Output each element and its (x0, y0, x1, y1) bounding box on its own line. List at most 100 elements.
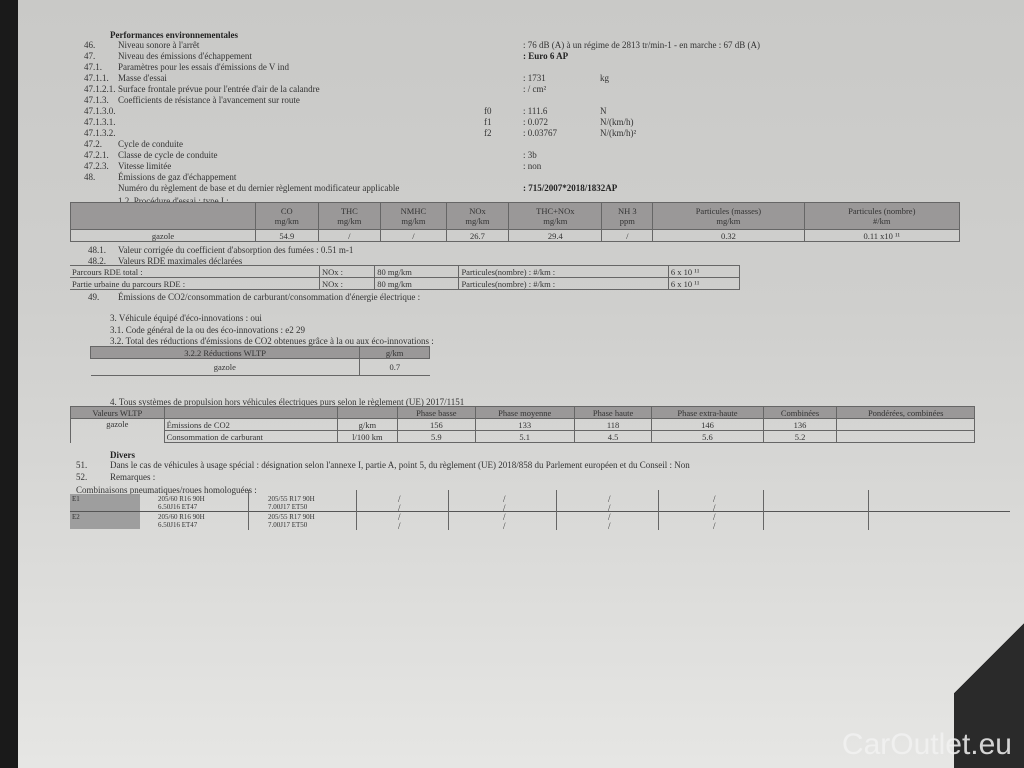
item-value: : Euro 6 AP (523, 51, 569, 61)
tyre-id: E2 (72, 513, 80, 521)
item-number: 47.1.3.0. (84, 106, 116, 116)
value-cell: 5.6 (651, 430, 764, 443)
empty-slash: / (608, 521, 611, 531)
empty-slash: / (503, 503, 506, 513)
item-number: 48.1. (88, 245, 106, 255)
value-cell: 54.9 (255, 229, 319, 242)
item-label: Émissions de CO2/consommation de carbura… (118, 292, 421, 302)
item-value: : 3b (523, 150, 537, 160)
watermark-logo: CarOutlet.eu (841, 728, 1012, 761)
rde-cell: Partie urbaine du parcours RDE : (70, 277, 320, 290)
header-cell: Combinées (762, 406, 838, 419)
table-header-row: Valeurs WLTP Phase basse Phase moyenne Phas… (70, 406, 975, 419)
value-cell: / (601, 229, 654, 242)
coef-name: f0 (484, 106, 492, 116)
row-unit: l/100 km (336, 430, 399, 443)
tyre-id-cell (70, 512, 140, 529)
value-cell (836, 430, 975, 443)
tyres-title: Combinaisons pneumatiques/roues homologu… (76, 485, 257, 495)
item-label: Paramètres pour les essais d'émissions d… (118, 62, 290, 72)
item-number: 47.2.3. (84, 161, 109, 171)
rim-b: 7.00J17 ET50 (268, 521, 308, 529)
item-number: 51. (76, 460, 88, 470)
fuel-cell: gazole (70, 418, 165, 443)
value-cell: 156 (397, 418, 476, 431)
header-blank (336, 406, 399, 419)
eco-line: 3.1. Code général de la ou des éco-innov… (110, 325, 305, 335)
table-row: Partie urbaine du parcours RDE : NOx :80 … (70, 277, 741, 290)
header-name: THC+NOx (536, 206, 575, 216)
row-unit: g/km (336, 418, 399, 431)
value-cell: 5.9 (397, 430, 476, 443)
item-value: : / cm² (523, 84, 547, 94)
item-number: 47.2. (84, 139, 102, 149)
value-cell: 29.4 (508, 229, 603, 242)
rde-cell: Parcours RDE total : (70, 265, 320, 278)
header-cell: Phase extra-haute (651, 406, 764, 419)
rim-a: 6.50J16 ET47 (158, 503, 198, 511)
rde-cell: Particules(nombre) : #/km : (458, 265, 669, 278)
value-cell: / (380, 229, 447, 242)
header-name: Particules (masses) (695, 206, 762, 216)
item-label: Remarques : (110, 472, 156, 482)
item-label: Surface frontale prévue pour l'entrée d'… (118, 84, 320, 94)
coef-name: f1 (484, 117, 492, 127)
item-value: : 0.072 (523, 117, 549, 127)
item-label: Coefficients de résistance à l'avancemen… (118, 95, 300, 105)
header-unit: mg/km (716, 216, 741, 226)
item-unit: kg (600, 73, 609, 83)
column-divider (868, 490, 869, 530)
empty-slash: / (713, 494, 716, 504)
item-number: 47.1.2.1. (84, 84, 116, 94)
item-number: 48.2. (88, 256, 106, 266)
tyre-id-cell (70, 494, 140, 511)
item-label: Masse d'essai (118, 73, 167, 83)
empty-slash: / (713, 503, 716, 513)
tyre-a: 205/60 R16 90H (158, 495, 205, 503)
item-value: : 111.6 (523, 106, 548, 116)
value-cell: 0.11 x10 ¹¹ (803, 229, 961, 242)
item-value: : non (523, 161, 542, 171)
item-number: 47.1.1. (84, 73, 109, 83)
item-number: 52. (76, 472, 88, 482)
column-divider (763, 490, 764, 530)
item-value: : 76 dB (A) à un régime de 2813 tr/min-1… (523, 40, 760, 50)
value-cell: 118 (573, 418, 653, 431)
fuel-cell: gazole (70, 229, 256, 242)
empty-slash: / (713, 512, 716, 522)
value-cell: 0.32 (652, 229, 805, 242)
rde-cell: Particules(nombre) : #/km : (458, 277, 669, 290)
rde-cell: 6 x 10 ¹¹ (667, 265, 741, 278)
header-cell: NH 3 ppm (601, 202, 654, 230)
tyre-id: E1 (72, 495, 80, 503)
header-cell: Phase basse (397, 406, 476, 419)
document-page: Performances environnementales 46. Niveau… (18, 0, 1024, 768)
row-name: Consommation de carburant (163, 430, 338, 443)
empty-slash: / (713, 521, 716, 531)
value-cell (836, 418, 975, 431)
item-number: 47.1.3.2. (84, 128, 116, 138)
item-number: 48. (84, 172, 96, 182)
column-divider (356, 490, 357, 530)
background-surface (954, 548, 1024, 768)
rim-a: 6.50J16 ET47 (158, 521, 198, 529)
header-cell: CO mg/km (255, 202, 319, 230)
empty-slash: / (608, 494, 611, 504)
value-cell: 136 (762, 418, 838, 431)
item-number: 47.1.3. (84, 95, 109, 105)
rde-cell: 80 mg/km (374, 277, 460, 290)
header-name: Particules (nombre) (848, 206, 916, 216)
item-label: Valeurs RDE maximales déclarées (118, 256, 243, 266)
column-divider (248, 490, 249, 530)
item-label: Niveau sonore à l'arrêt (118, 40, 200, 50)
item-label: Valeur corrigée du coefficient d'absorpt… (118, 245, 354, 255)
empty-slash: / (398, 521, 401, 531)
type1-table: CO mg/km THC mg/km NMHC mg/km NOx mg/km THC+NOx m… (70, 202, 961, 242)
item-number: 47.1. (84, 62, 102, 72)
header-cell: Particules (nombre) #/km (803, 202, 961, 230)
header-cell: Phase haute (573, 406, 653, 419)
empty-slash: / (608, 512, 611, 522)
item-label: Niveau des émissions d'échappement (118, 51, 252, 61)
empty-slash: / (608, 503, 611, 513)
item-unit: N/(km/h)² (600, 128, 637, 138)
